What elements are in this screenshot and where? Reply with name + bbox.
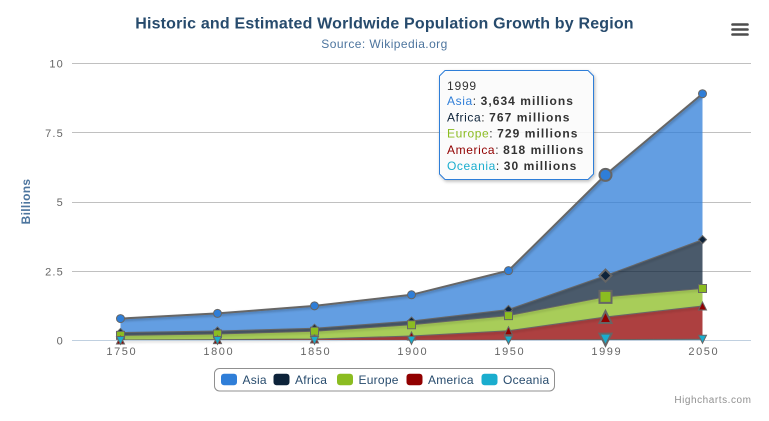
svg-text:Asia: Asia	[243, 373, 267, 387]
svg-text:Historic and Estimated Worldwi: Historic and Estimated Worldwide Populat…	[135, 16, 634, 33]
svg-text:10: 10	[49, 59, 64, 71]
svg-text:1999: 1999	[591, 346, 622, 358]
svg-text:America: 818 millions: America: 818 millions	[447, 143, 584, 157]
svg-text:1800: 1800	[203, 346, 234, 358]
svg-text:America: America	[428, 373, 474, 387]
svg-text:1750: 1750	[106, 346, 137, 358]
svg-text:0: 0	[57, 336, 64, 348]
svg-text:Highcharts.com: Highcharts.com	[674, 395, 751, 406]
svg-text:Source: Wikipedia.org: Source: Wikipedia.org	[321, 37, 447, 51]
svg-text:Oceania: 30 millions: Oceania: 30 millions	[447, 159, 577, 173]
svg-text:Europe: Europe	[359, 373, 399, 387]
svg-text:5: 5	[57, 197, 64, 209]
svg-text:Oceania: Oceania	[503, 373, 550, 387]
svg-text:Africa: 767 millions: Africa: 767 millions	[447, 110, 570, 124]
svg-text:Europe: 729 millions: Europe: 729 millions	[447, 127, 578, 141]
svg-text:7.5: 7.5	[45, 128, 64, 140]
svg-text:1850: 1850	[300, 346, 331, 358]
svg-text:2.5: 2.5	[45, 266, 64, 278]
svg-text:1999: 1999	[447, 79, 477, 93]
svg-text:1950: 1950	[494, 346, 525, 358]
svg-text:Asia: 3,634 millions: Asia: 3,634 millions	[447, 94, 574, 108]
svg-text:Billions: Billions	[19, 179, 33, 225]
svg-text:2050: 2050	[688, 346, 719, 358]
svg-text:Africa: Africa	[295, 373, 327, 387]
svg-text:1900: 1900	[397, 346, 428, 358]
